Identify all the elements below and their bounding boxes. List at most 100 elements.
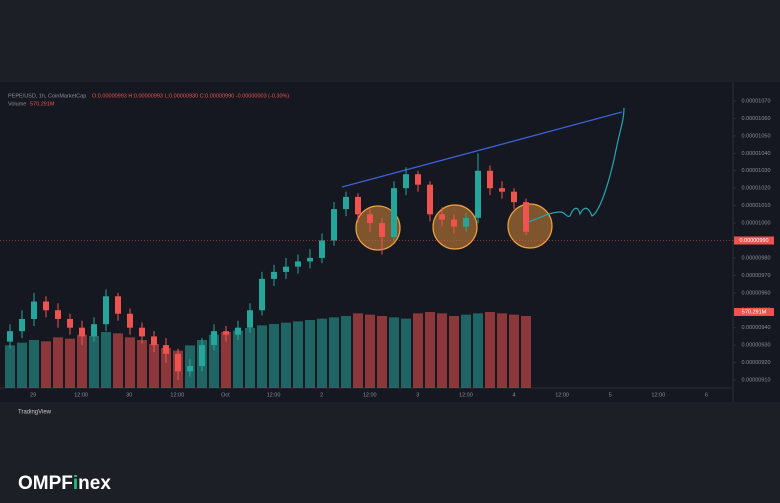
candle-body	[499, 188, 505, 192]
candle-body	[151, 336, 157, 346]
volume-bar	[425, 312, 435, 388]
x-tick-label: 12:00	[363, 392, 377, 398]
volume-title: Volume	[8, 101, 26, 107]
y-tick-label: 0.00000920	[741, 360, 770, 366]
volume-bar	[29, 340, 39, 388]
candle-body	[295, 261, 301, 267]
y-tick-label: 0.00001040	[741, 151, 770, 157]
candle-body	[403, 174, 409, 189]
candle-body	[307, 257, 313, 262]
volume-bar	[65, 338, 75, 388]
candle-body	[55, 310, 61, 319]
candle-body	[127, 313, 133, 328]
candle-body	[235, 327, 241, 335]
candle-body	[7, 331, 13, 342]
candle-body	[415, 174, 421, 185]
volume-tag	[734, 307, 774, 316]
y-tick-label: 0.00001030	[741, 168, 770, 174]
volume-bar	[89, 336, 99, 388]
candle-body	[199, 345, 205, 367]
x-tick-label: 12:00	[459, 392, 473, 398]
x-tick-label: 12:00	[267, 392, 281, 398]
candle-body	[67, 318, 73, 328]
x-tick-label: 4	[512, 392, 515, 398]
brand-suffix: nex	[78, 473, 111, 494]
volume-bar	[449, 316, 459, 388]
price-tag-label: 0.00000990	[739, 238, 768, 244]
candle-body	[463, 217, 469, 227]
volume-bar	[41, 341, 51, 388]
volume-bar	[293, 321, 303, 388]
volume-bar	[101, 332, 111, 388]
price-tag	[734, 236, 774, 245]
candle-body	[103, 296, 109, 325]
volume-bar	[269, 324, 279, 388]
x-tick-label: 12:00	[170, 392, 184, 398]
candle-body	[139, 327, 145, 337]
candle-body	[211, 331, 217, 346]
candle-body	[283, 266, 289, 272]
candle-body	[259, 278, 265, 311]
x-tick-label: 29	[30, 392, 36, 398]
candle-body	[223, 331, 229, 335]
x-tick-label: 6	[705, 392, 708, 398]
x-tick-label: 12:00	[651, 392, 665, 398]
y-tick-label: 0.00000940	[741, 325, 770, 331]
y-tick-label: 0.00001020	[741, 186, 770, 192]
candle-body	[523, 202, 529, 232]
candle-body	[247, 310, 253, 328]
volume-bar	[365, 314, 375, 388]
candle-body	[343, 196, 349, 210]
y-tick-label: 0.00000930	[741, 343, 770, 349]
volume-text: 570.291M	[30, 101, 55, 107]
volume-bar	[389, 317, 399, 388]
volume-bar	[161, 348, 171, 388]
x-tick-label: 5	[609, 392, 612, 398]
x-tick-label: 2	[320, 392, 323, 398]
candle-body	[331, 209, 337, 241]
candle-body	[391, 188, 397, 238]
x-tick-label: 12:00	[555, 392, 569, 398]
y-tick-label: 0.00001000	[741, 221, 770, 227]
volume-bar	[125, 337, 135, 388]
volume-bar	[17, 342, 27, 388]
y-tick-label: 0.00001060	[741, 116, 770, 122]
volume-bar	[521, 316, 531, 388]
highlight-circle	[432, 204, 478, 250]
ohlc-text: O:0.00000993 H:0.00000993 L:0.00000930 C…	[92, 93, 289, 99]
candle-body	[115, 296, 121, 314]
volume-bar	[341, 316, 351, 388]
volume-bar	[413, 313, 423, 388]
volume-bar	[305, 320, 315, 388]
y-tick-label: 0.00000970	[741, 273, 770, 279]
y-tick-label: 0.00000960	[741, 290, 770, 296]
candle-body	[271, 271, 277, 279]
highlight-circle	[507, 203, 553, 249]
volume-bar	[137, 340, 147, 388]
volume-bar	[353, 313, 363, 388]
volume-bar	[485, 312, 495, 388]
volume-bar	[509, 314, 519, 388]
candle-body	[163, 345, 169, 354]
volume-bar	[437, 313, 447, 388]
candle-body	[79, 327, 85, 337]
volume-bar	[473, 313, 483, 388]
candle-body	[475, 170, 481, 218]
candle-body	[91, 324, 97, 337]
y-tick-label: 0.00001050	[741, 133, 770, 139]
candle-body	[187, 366, 193, 372]
x-tick-label: 3	[416, 392, 419, 398]
volume-bar	[221, 332, 231, 388]
brand: OMPFinex	[18, 473, 111, 494]
y-tick-label: 0.00000980	[741, 255, 770, 261]
candle-body	[43, 301, 49, 311]
chart-title: PEPE/USD, 1h, CoinMarketCap	[8, 93, 86, 99]
volume-bar	[77, 334, 87, 388]
volume-bar	[257, 325, 267, 388]
trend-line	[341, 111, 623, 188]
candle-body	[439, 214, 445, 220]
candle-body	[31, 301, 37, 319]
volume-bar	[113, 333, 123, 388]
brand-accent: i	[73, 473, 78, 494]
candle-body	[451, 219, 457, 227]
